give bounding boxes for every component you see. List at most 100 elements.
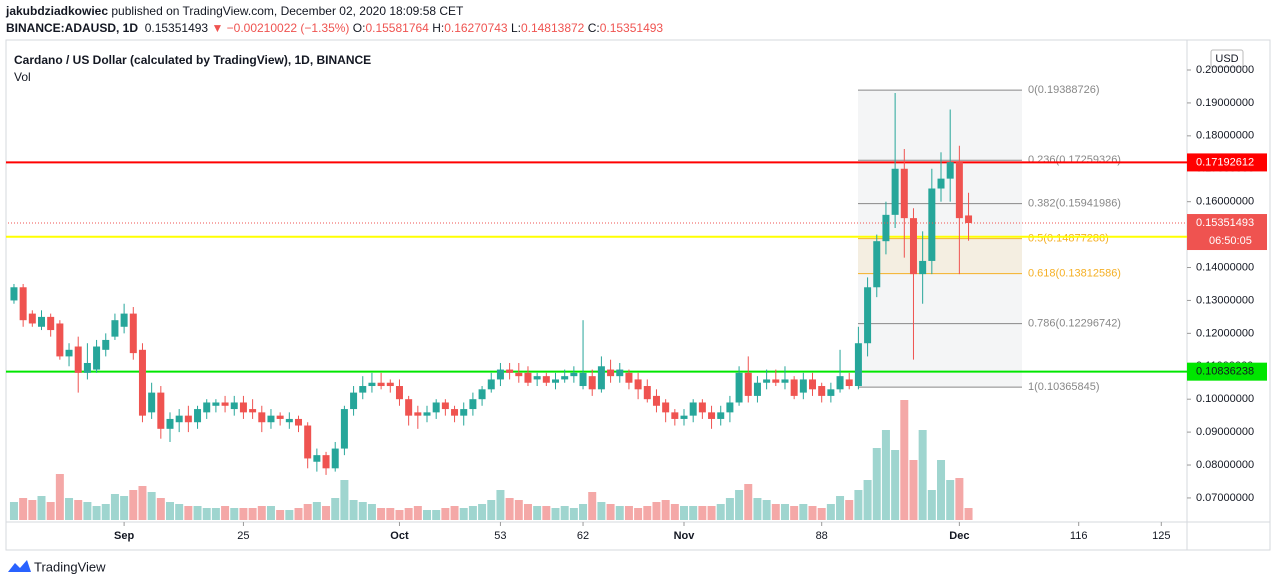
candle-body [102,339,110,350]
candle-body [799,379,807,393]
volume-bar [652,502,661,520]
volume-bar [964,508,973,520]
candle-body [377,382,385,387]
l-prefix: L: [510,21,521,35]
volume-bar [725,498,734,520]
volume-bar [478,504,487,520]
x-tick-label: 88 [816,530,828,542]
fib-label: 0(0.19388726) [1028,84,1100,96]
candle-body [276,415,284,419]
y-tick-label: 0.20000000 [1196,64,1254,76]
volume-bar [74,500,83,520]
volume-bar [946,480,955,520]
candle-body [487,379,495,390]
volume-bar [331,498,340,520]
candle-body [616,369,624,377]
price-line-label: 0.10836238 [1196,366,1254,378]
candle-body [854,343,862,387]
volume-bar [496,490,505,520]
candle-body [524,372,532,383]
volume-bar [367,504,376,520]
candle-body [74,346,82,373]
volume-bar [579,504,588,520]
candle-body [496,369,504,380]
candle-body [395,386,403,400]
candle-body [717,412,725,419]
volume-bar [441,508,450,520]
high: 0.16270743 [444,21,508,35]
h-prefix: H: [432,21,445,35]
volume-bar [377,508,386,520]
logo [8,560,31,572]
countdown: 06:50:05 [1209,235,1252,247]
candle-body [212,402,220,406]
volume-bar [836,496,845,520]
candle-body [47,316,55,331]
fib-label: 1(0.10365845) [1028,381,1100,393]
volume-bar [872,448,881,520]
volume-bar [615,506,624,520]
volume-bar [65,498,74,520]
candle-body [928,188,936,261]
volume-bar [551,508,560,520]
volume-bar [955,478,964,520]
volume-bar [459,508,468,520]
volume-bar [404,508,413,520]
volume-bar [560,506,569,520]
candle-body [56,323,64,357]
volume-bar [542,506,551,520]
volume-bar [92,506,101,520]
candle-body [441,402,449,410]
volume-bar [423,510,432,520]
volume-bar [487,500,496,520]
candle-body [194,409,202,423]
volume-bar [101,504,110,520]
volume-bar [46,502,55,520]
candle-body [744,372,752,396]
symbol: BINANCE:ADAUSD, 1D [6,21,139,35]
candle-body [28,313,36,324]
volume-bar [55,474,64,520]
candle-body [322,455,330,469]
fib-label: 0.786(0.12296742) [1028,317,1121,329]
volume-bar [147,492,156,520]
candle-body [891,168,899,215]
candle-body [506,369,514,373]
candle-body [148,392,156,413]
candle-body [937,178,945,189]
candle-body [304,425,312,459]
price-line-box [1187,362,1267,381]
candle-body [533,376,541,380]
candle-body [423,412,431,416]
candle-body [19,287,27,321]
candle-body [203,402,211,413]
candle-body [221,402,229,406]
fib-label: 0.236(0.17259326) [1028,154,1121,166]
candle-body [955,162,963,219]
volume-bar [854,490,863,520]
candle-body [340,409,348,449]
fib-label: 0.5(0.14877286) [1028,233,1109,245]
x-tick-label: 116 [1070,530,1088,542]
volume-bar [303,504,312,520]
candle-body [864,287,872,344]
volume-bar [230,508,239,520]
price-line-box [1187,153,1267,172]
volume-bar [817,508,826,520]
currency-box [1210,49,1244,68]
volume-bar [184,506,193,520]
y-tick-label: 0.18000000 [1196,130,1254,142]
volume-bar [799,504,808,520]
change: ▼ −0.00210022 (−1.35%) [211,21,350,35]
last-price-box [1187,214,1267,251]
candle-body [753,382,761,396]
candle-body [781,379,789,383]
volume-bar [771,504,780,520]
volume-bar [762,500,771,520]
volume-bar [707,506,716,520]
volume-bar [863,480,872,520]
candle-body [588,376,596,390]
x-tick-label: Sep [114,530,134,542]
volume-label: Vol [14,70,31,84]
